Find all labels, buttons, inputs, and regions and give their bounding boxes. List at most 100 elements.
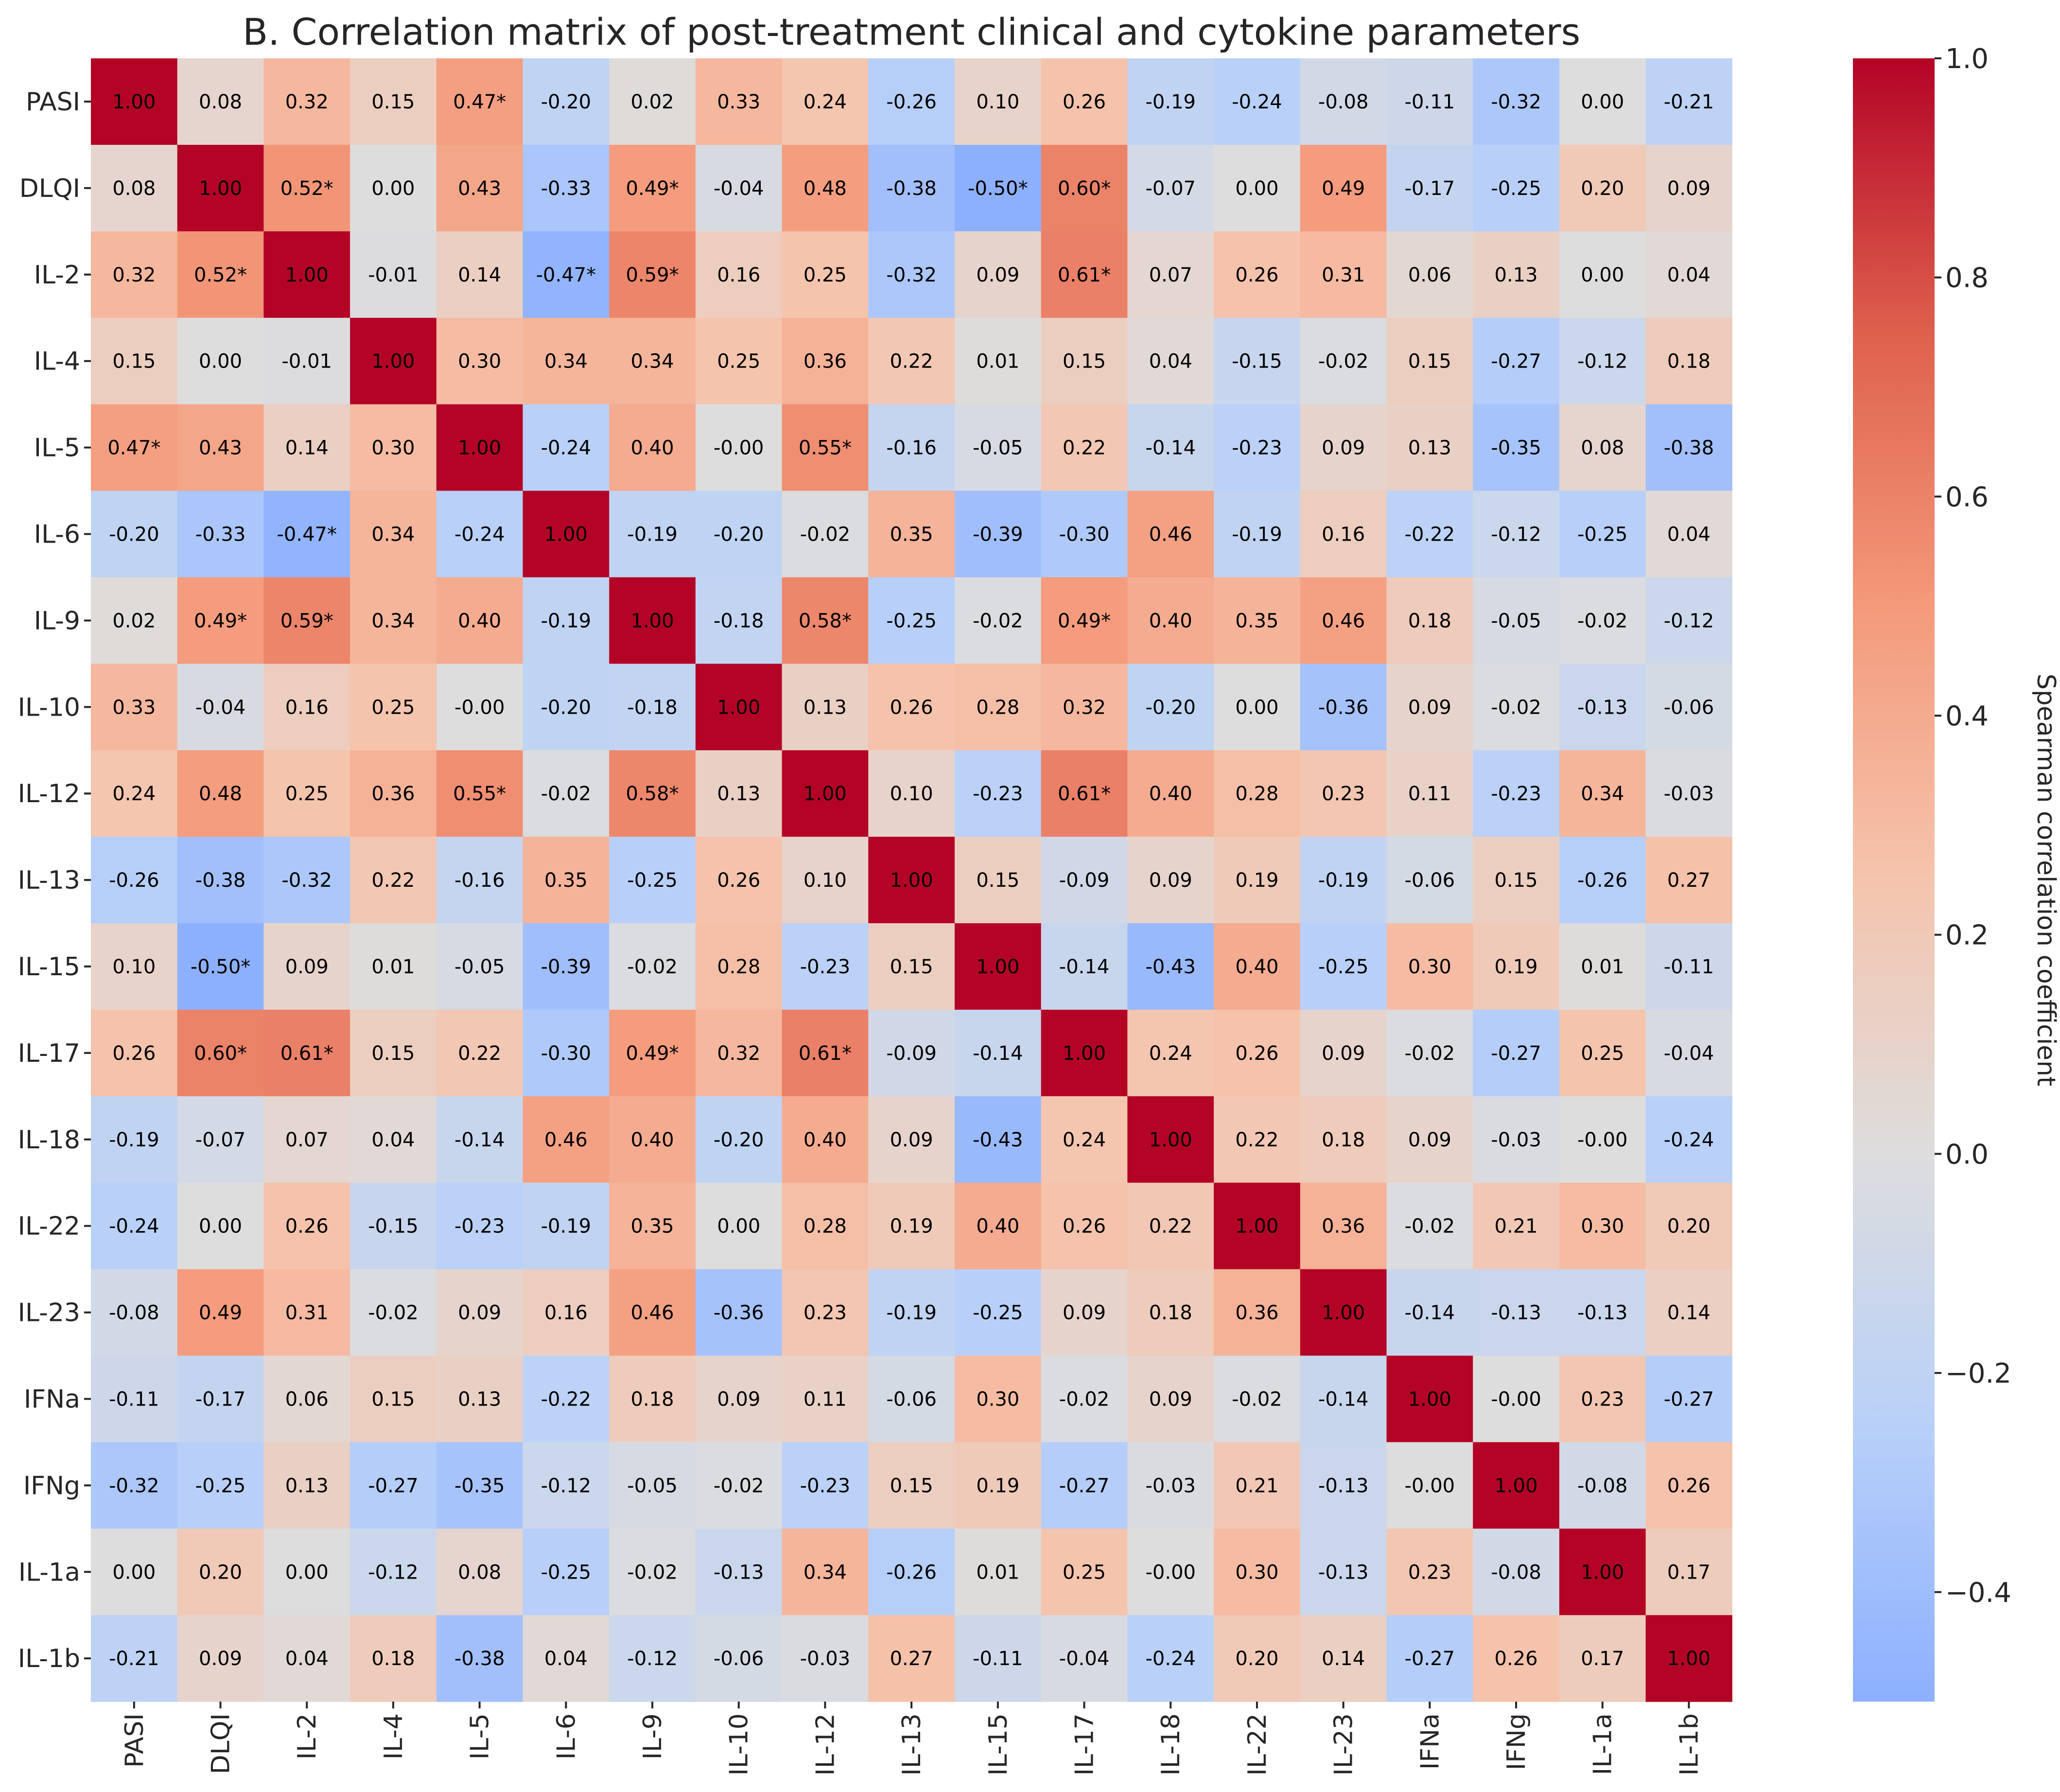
cell-value-label: -0.22 — [1405, 523, 1455, 545]
heatmap-cell — [695, 404, 783, 492]
heatmap-cell — [1386, 1096, 1473, 1183]
heatmap-cell — [1386, 58, 1473, 145]
heatmap-cell — [1473, 317, 1560, 405]
heatmap-cell — [695, 231, 783, 318]
heatmap-cell — [695, 1615, 783, 1702]
heatmap-cell — [1300, 577, 1387, 664]
cell-value-label: -0.12 — [627, 1648, 678, 1670]
heatmap-cell — [782, 404, 869, 492]
cell-value-label: -0.03 — [1491, 1129, 1541, 1151]
heatmap-cell — [955, 1355, 1042, 1442]
heatmap-cell — [1645, 664, 1732, 751]
heatmap-cell — [350, 577, 437, 664]
x-tick-label: IL-6 — [552, 1713, 581, 1759]
heatmap-cell — [91, 1182, 178, 1270]
cell-value-label: 0.26 — [112, 1042, 156, 1065]
heatmap-cell — [350, 1615, 437, 1702]
heatmap-cell — [782, 144, 869, 232]
cell-value-label: 0.00 — [1581, 91, 1624, 113]
cell-value-label: -0.18 — [627, 696, 678, 719]
heatmap-cell — [955, 1269, 1042, 1356]
cell-value-label: 0.15 — [890, 1475, 933, 1497]
cell-value-label: -0.16 — [454, 869, 505, 892]
heatmap-cell — [177, 923, 264, 1010]
cell-value-label: 0.04 — [1149, 351, 1192, 373]
cell-value-label: -0.26 — [1577, 869, 1628, 892]
cell-value-label: -0.35 — [454, 1475, 505, 1497]
heatmap-cell — [1645, 577, 1732, 664]
heatmap-cell — [91, 1528, 178, 1616]
cell-value-label: 0.17 — [1581, 1648, 1624, 1670]
heatmap-cell — [177, 664, 264, 751]
heatmap-cell — [955, 923, 1042, 1010]
cell-value-label: 0.40 — [631, 1129, 674, 1151]
cell-value-label: 0.40 — [631, 437, 674, 459]
cell-value-label: -0.05 — [1491, 610, 1541, 632]
heatmap-cell — [1300, 1615, 1387, 1702]
cell-value-label: 0.15 — [890, 956, 933, 978]
heatmap-cell — [782, 231, 869, 318]
heatmap-cell — [1127, 923, 1214, 1010]
heatmap-cell — [1645, 231, 1732, 318]
cell-value-label: 0.47* — [107, 437, 160, 459]
cell-value-label: -0.13 — [1577, 1302, 1628, 1324]
heatmap-cell — [177, 317, 264, 405]
heatmap-cell — [91, 1009, 178, 1097]
heatmap-cell — [1041, 1182, 1128, 1270]
heatmap-cell — [1300, 1355, 1387, 1442]
cell-value-label: -0.26 — [886, 1561, 937, 1583]
cell-value-label: -0.13 — [1491, 1302, 1541, 1324]
cell-value-label: 0.00 — [1235, 177, 1278, 200]
cell-value-label: 0.00 — [285, 1561, 329, 1583]
heatmap-cell — [350, 923, 437, 1010]
cell-value-label: -0.07 — [1146, 177, 1196, 200]
y-tick-label: IL-10 — [18, 693, 80, 722]
heatmap-cell — [91, 404, 178, 492]
heatmap-cell — [1300, 1528, 1387, 1616]
cell-value-label: 0.26 — [1063, 1215, 1106, 1238]
cell-value-label: 0.08 — [1581, 437, 1624, 459]
heatmap-cell — [436, 1528, 524, 1616]
cell-value-label: -0.43 — [973, 1129, 1023, 1151]
heatmap-cell — [1473, 1009, 1560, 1097]
cell-value-label: 0.40 — [458, 610, 501, 632]
heatmap-cell — [1473, 1355, 1560, 1442]
cell-value-label: 0.01 — [1581, 956, 1624, 978]
cell-value-label: 0.36 — [803, 351, 847, 373]
heatmap-cell — [263, 837, 350, 924]
heatmap-cell — [436, 837, 524, 924]
cell-value-label: -0.23 — [800, 956, 851, 978]
heatmap-cell — [350, 664, 437, 751]
cell-value-label: 0.25 — [371, 696, 415, 719]
cell-value-label: -0.03 — [800, 1648, 851, 1670]
cell-value-label: 0.26 — [1495, 1648, 1538, 1670]
cell-value-label: 0.28 — [803, 1215, 847, 1238]
x-tick-label: PASI — [120, 1713, 149, 1768]
cell-value-label: 0.40 — [1235, 956, 1278, 978]
heatmap-cell — [91, 491, 178, 578]
cell-value-label: -0.20 — [714, 1129, 764, 1151]
heatmap-cell — [350, 1528, 437, 1616]
heatmap-cell — [523, 1442, 610, 1529]
heatmap-cell — [1473, 1442, 1560, 1529]
heatmap-cell — [91, 750, 178, 837]
y-tick-label: IL-1a — [18, 1558, 80, 1587]
cell-value-label: 0.06 — [1408, 264, 1451, 286]
cell-value-label: -0.38 — [1664, 437, 1714, 459]
cell-value-label: -0.24 — [1232, 91, 1282, 113]
cell-value-label: -0.26 — [109, 869, 159, 892]
cell-value-label: -0.38 — [886, 177, 937, 200]
heatmap-cell — [1127, 1615, 1214, 1702]
cell-value-label: -0.32 — [282, 869, 332, 892]
heatmap-cell — [1559, 1269, 1646, 1356]
cell-value-label: 0.18 — [1322, 1129, 1365, 1151]
cell-value-label: 0.14 — [458, 264, 501, 286]
heatmap-cell — [1473, 144, 1560, 232]
cell-value-label: 0.20 — [1667, 1215, 1711, 1238]
heatmap-cell — [177, 1615, 264, 1702]
cell-value-label: 0.25 — [285, 783, 329, 805]
heatmap-cell — [177, 1182, 264, 1270]
cell-value-label: 0.23 — [1581, 1388, 1624, 1410]
cell-value-label: 0.16 — [717, 264, 760, 286]
heatmap-cell — [436, 577, 524, 664]
